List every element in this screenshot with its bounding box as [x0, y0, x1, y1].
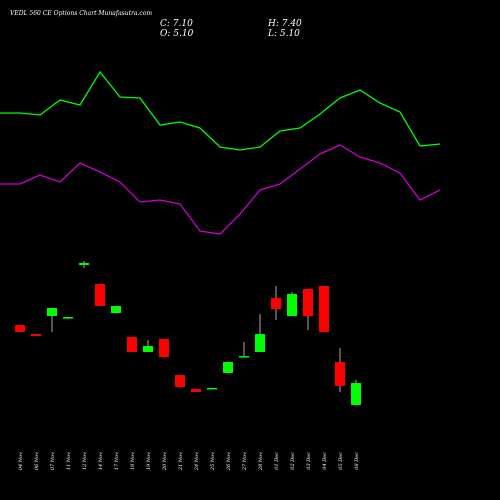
x-tick-label: 28 Nov	[258, 452, 264, 471]
x-tick-label: 14 Nov	[98, 452, 104, 470]
candle-body	[287, 294, 297, 317]
x-tick-label: 03 Dec	[306, 452, 312, 470]
x-tick-label: 27 Nov	[242, 452, 248, 471]
x-tick-label: 01 Dec	[274, 452, 280, 470]
header-high: H: 7.40	[267, 19, 302, 29]
candle-body	[223, 361, 233, 373]
x-tick-label: 04 Dec	[322, 452, 328, 470]
candle-body	[127, 337, 137, 352]
candle-body	[143, 346, 153, 352]
x-tick-label: 17 Nov	[114, 452, 120, 470]
x-tick-label: 07 Nov	[50, 452, 56, 470]
candle-body	[159, 339, 169, 358]
x-tick-label: 02 Dec	[290, 452, 296, 470]
chart-title: VEDL 560 CE Options Chart Munafasutra.co…	[10, 10, 152, 17]
candle-body	[335, 361, 345, 386]
candle-body	[319, 285, 329, 332]
candle-body	[47, 307, 57, 317]
x-tick-label: 04 Nov	[18, 452, 24, 470]
x-tick-label: 08 Dec	[354, 452, 360, 470]
indicator-line	[0, 70, 441, 151]
indicator-line	[0, 144, 441, 235]
candle-body	[303, 288, 313, 317]
candle-body	[207, 387, 217, 390]
x-tick-label: 24 Nov	[194, 452, 200, 471]
candle-body	[239, 356, 249, 358]
candle-body	[255, 334, 265, 352]
x-tick-label: 06 Nov	[34, 452, 40, 470]
x-tick-label: 12 Nov	[82, 452, 88, 470]
x-tick-label: 25 Nov	[210, 452, 216, 471]
x-tick-label: 26 Nov	[226, 452, 232, 471]
x-tick-label: 21 Nov	[178, 452, 184, 471]
candle-body	[79, 262, 89, 265]
candle-body	[111, 306, 121, 314]
candle-body	[175, 374, 185, 387]
candle-body	[351, 383, 361, 405]
candle-body	[271, 297, 281, 309]
candle-body	[31, 334, 41, 337]
candle-body	[95, 284, 105, 306]
x-tick-label: 05 Dec	[338, 452, 344, 470]
header-open: O: 5.10	[160, 29, 194, 39]
candle-body	[15, 325, 25, 332]
header-close: C: 7.10	[160, 19, 193, 29]
candle-body	[191, 389, 201, 393]
x-tick-label: 18 Nov	[130, 452, 136, 470]
candle-body	[63, 317, 73, 319]
header-low: L: 5.10	[267, 29, 300, 39]
x-tick-label: 20 Nov	[162, 452, 168, 471]
x-tick-label: 19 Nov	[146, 452, 152, 470]
x-tick-label: 11 Nov	[66, 452, 72, 470]
